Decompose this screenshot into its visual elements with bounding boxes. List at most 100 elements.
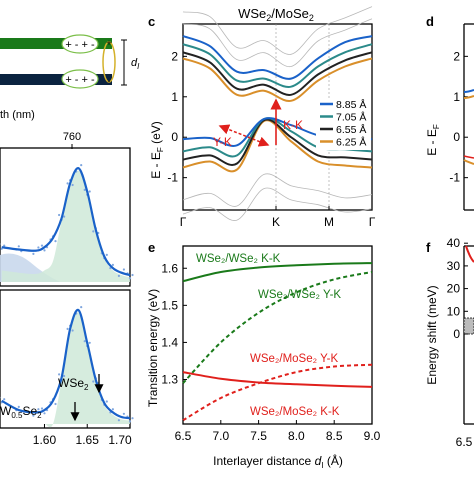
annot-kk: K-K (283, 118, 303, 132)
spectrum-point-1-1-1 (18, 406, 20, 408)
panel-e-ytick-1: 1.4 (161, 335, 178, 349)
panel-c-ytick-0: -1 (167, 171, 178, 185)
conduction-band-1 (183, 44, 372, 87)
legend-label-3: 6.25 Å (336, 136, 366, 149)
panel-e-label: e (148, 240, 155, 255)
panel-f-label: f (426, 240, 431, 255)
panel-d-ytick-2: 0 (453, 130, 460, 144)
label-ww-kk: WSe₂/WSe₂ K-K (196, 253, 281, 265)
spectrum-point-0-10-2 (106, 254, 108, 256)
spectrum-point-1-6-0 (67, 328, 69, 330)
spectrum-point-1-3-1 (43, 412, 45, 414)
spectrum-point-1-12-2 (123, 413, 125, 415)
spectrum-point-1-10-2 (106, 400, 108, 402)
charges-bottom: + - + - (65, 74, 95, 86)
top-axis-tick-760: 760 (63, 131, 81, 143)
panel-e-xtick-2: 7.5 (250, 429, 267, 443)
spectrum-point-1-4-2 (54, 403, 56, 405)
panel-e-xtick-5: 9.0 (364, 429, 381, 443)
panel-f-xtick: 6.5 (456, 435, 473, 449)
spectrum-point-0-4-2 (54, 240, 56, 242)
wavelength-label: th (nm) (0, 109, 35, 121)
panel-c-xtick-1: K (272, 215, 280, 229)
label-ww-yk: WSe₂/WSe₂ Y-K (258, 289, 341, 301)
spectrum-point-0-3-0 (41, 245, 43, 247)
panel-e-ytick-3: 1.6 (161, 261, 178, 275)
panel-f-ytick-2: 20 (447, 282, 461, 296)
spectrum-point-0-8-2 (89, 190, 91, 192)
label-wm-yk: WSe₂/MoSe₂ Y-K (250, 353, 339, 365)
panel-e-ylabel: Transition energy (eV) (146, 289, 160, 407)
bilayer-schematic: + - + - + - + - + - dI (0, 35, 140, 88)
panel-e-xtick-3: 8.0 (288, 429, 305, 443)
panel-f-ylabel: Energy shift (meV) (425, 285, 439, 384)
label-wm-kk: WSe₂/MoSe₂ K-K (250, 406, 340, 418)
panel-c-ytick-2: 1 (171, 90, 178, 104)
panel-f-ytick-3: 10 (447, 304, 461, 318)
spectrum-point-0-2-0 (32, 253, 34, 255)
spectrum-point-0-6-2 (72, 184, 74, 186)
panel-d-label: d (426, 14, 434, 29)
spectrum-point-1-0-2 (3, 398, 5, 400)
spectrum-xtick-0: 1.60 (33, 433, 57, 447)
d-label: dI (131, 57, 140, 71)
spectrum-point-1-13-1 (129, 420, 131, 422)
spectrum-point-1-9-0 (92, 380, 94, 382)
spectrum-point-1-11-1 (112, 408, 114, 410)
spectrum-xtick-2: 1.70 (108, 433, 132, 447)
panel-f-ytick-0: 40 (447, 236, 461, 250)
panel-c-label: c (148, 14, 155, 29)
panel-e-xtick-0: 6.5 (175, 429, 192, 443)
panel-e-ytick-0: 1.3 (161, 373, 178, 387)
conduction-band-3 (183, 58, 372, 101)
panel-c-legend: 8.85 Å7.05 Å6.55 Å6.25 Å (316, 98, 371, 150)
spectrum-point-1-2-2 (37, 408, 39, 410)
spectrum-point-0-5-0 (58, 214, 60, 216)
conduction-band-2 (183, 52, 372, 95)
panel-c-title: WSe2/MoSe2 (238, 6, 314, 23)
spectrum-point-1-13-2 (131, 417, 133, 419)
panel-e-xlabel: Interlayer distance dI (Å) (213, 453, 343, 470)
annot-alloy: W0.5Se2 (0, 404, 42, 420)
panel-d-ylabel: E - EF (425, 124, 441, 156)
panel-c-xtick-0: Γ (180, 215, 187, 229)
spectrum-point-1-3-0 (41, 407, 43, 409)
panel-f-ytick-1: 30 (447, 259, 461, 273)
panel-c-ytick-3: 2 (171, 49, 178, 63)
panel-e-ytick-2: 1.5 (161, 298, 178, 312)
panel-e: e Transition energy (eV) 1.3 1.4 1.5 1.6 6.5… (146, 240, 381, 470)
panel-d-ytick-0: 2 (453, 49, 460, 63)
panel-f-shaded-band (464, 318, 474, 334)
panel-c-ytick-1: 0 (171, 130, 178, 144)
legend-label-2: 6.55 Å (336, 123, 366, 136)
panel-d-ticks: 210-1 (449, 49, 468, 184)
conduction-band-0 (183, 36, 372, 79)
background-band-2 (183, 174, 372, 207)
transition-curve-3 (183, 372, 372, 387)
panel-e-xtick-1: 7.0 (212, 429, 229, 443)
panel-c-ylabel: E - EF (eV) (149, 121, 165, 179)
spectrum-point-0-13-1 (129, 277, 131, 279)
spectrum-point-0-6-0 (67, 182, 69, 184)
spectrum-point-0-3-1 (43, 249, 45, 251)
spectrum-point-1-8-2 (89, 342, 91, 344)
panel-f-curve (466, 246, 474, 262)
spectrum-xtick-1: 1.65 (76, 433, 100, 447)
panel-c-xtick-3: Γ (369, 215, 376, 229)
legend-label-0: 8.85 Å (336, 98, 366, 111)
spectrum-point-1-8-0 (84, 340, 86, 342)
spectrum-point-1-12-0 (118, 419, 120, 421)
panel-d-ytick-1: 1 (453, 90, 460, 104)
charges-top: + - + - (65, 39, 95, 51)
panel-d: d E - EF 210-1 (425, 14, 474, 210)
panel-e-frame (183, 246, 372, 424)
transition-curve-0 (183, 263, 372, 281)
spectrum-point-0-7-2 (80, 164, 82, 166)
end-charge-plus: + (106, 38, 111, 48)
spectrum-point-0-1-1 (18, 245, 20, 247)
spectrum-point-0-12-2 (123, 268, 125, 270)
panel-c-xtick-2: M (324, 215, 334, 229)
